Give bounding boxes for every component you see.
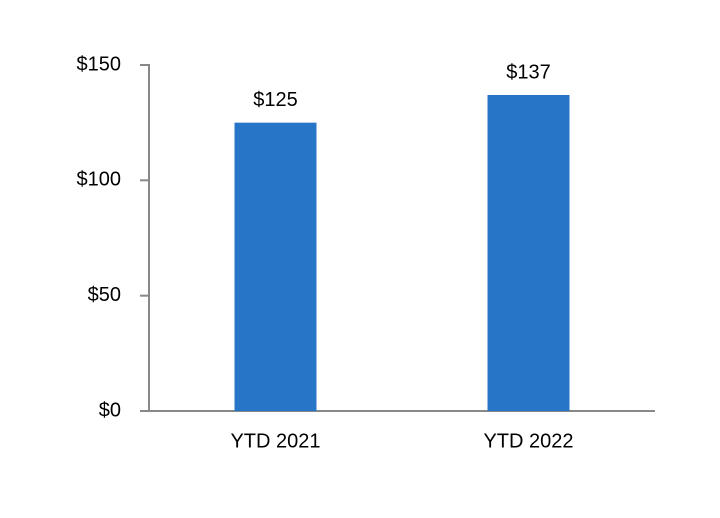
x-tick-label: YTD 2022 — [483, 430, 573, 452]
y-tick-label: $100 — [77, 169, 122, 191]
data-label: $125 — [253, 89, 298, 111]
bar — [234, 122, 317, 412]
data-label: $137 — [506, 61, 551, 83]
y-tick-label: $0 — [99, 399, 121, 421]
y-tick-label: $150 — [77, 53, 122, 75]
bar — [487, 94, 570, 411]
y-tick-label: $50 — [88, 284, 121, 306]
x-tick-label: YTD 2021 — [230, 430, 320, 452]
